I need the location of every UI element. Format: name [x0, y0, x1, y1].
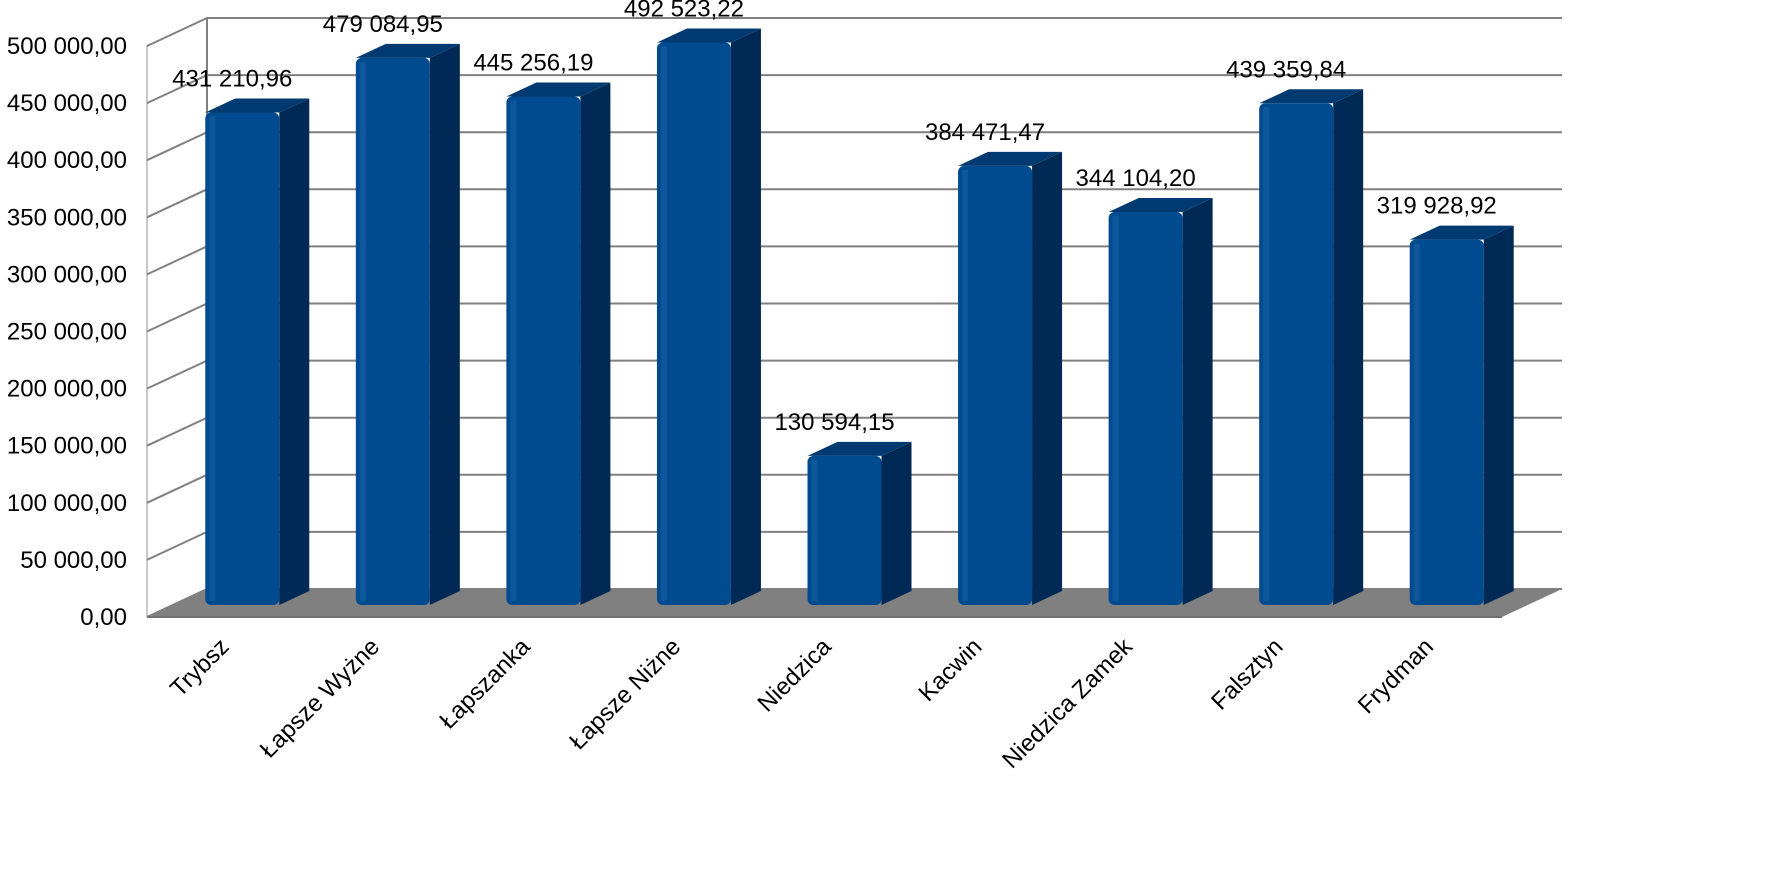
bar-top — [506, 82, 611, 97]
y-tick-label: 200 000,00 — [7, 376, 127, 403]
y-tick-label: 350 000,00 — [7, 204, 127, 231]
data-label: 492 523,22 — [624, 0, 744, 23]
bar-side — [1333, 89, 1364, 606]
x-tick-label: Łapsze Wyżne — [255, 633, 385, 763]
x-tick-label: Falsztyn — [1206, 633, 1288, 715]
y-tick-label: 0,00 — [80, 604, 127, 631]
bar-top — [355, 43, 460, 58]
bar-highlight — [811, 459, 818, 601]
x-tick-label: Łapsze Niżne — [564, 633, 686, 755]
bar-top — [1259, 89, 1364, 104]
bar-top — [958, 151, 1063, 166]
bar-front — [807, 455, 882, 605]
y-axis: 0,00 50 000,00 100 000,00 150 000,00 200 000… — [7, 33, 127, 631]
bar — [807, 441, 912, 605]
bar-front — [656, 42, 731, 606]
y-tick-label: 50 000,00 — [20, 547, 127, 574]
bar-front — [958, 165, 1033, 605]
bar — [1409, 225, 1514, 605]
y-tick-label: 250 000,00 — [7, 319, 127, 346]
bar — [205, 98, 310, 606]
bar-side — [1182, 198, 1213, 605]
x-tick-label: Łapszanka — [434, 633, 536, 735]
data-label: 130 594,15 — [774, 409, 894, 436]
bar-highlight — [1413, 243, 1420, 601]
y-tick-label: 500 000,00 — [7, 33, 127, 60]
bar-top — [1409, 225, 1514, 240]
x-axis: Trybsz Łapsze Wyżne Łapszanka Łapsze Niżne N… — [165, 632, 1439, 773]
x-tick-label: Niedzica — [753, 633, 838, 718]
bar-top — [656, 28, 761, 43]
bar — [958, 151, 1063, 605]
bar-side — [279, 98, 310, 606]
bar-highlight — [510, 100, 517, 602]
bar — [1259, 89, 1364, 606]
data-label: 479 084,95 — [323, 11, 443, 38]
bar-side — [1032, 151, 1063, 605]
bar — [1108, 198, 1213, 605]
data-label: 344 104,20 — [1076, 165, 1196, 192]
bar — [355, 43, 460, 605]
bar-highlight — [1263, 107, 1270, 601]
x-tick-label: Niedzica Zamek — [997, 632, 1138, 773]
data-label: 384 471,47 — [925, 119, 1045, 146]
bar-highlight — [359, 61, 366, 601]
bar-side — [429, 43, 460, 605]
bar-top — [205, 98, 310, 113]
bar-front — [1259, 103, 1334, 605]
bar-side — [881, 441, 912, 605]
bar-top — [807, 441, 912, 456]
y-tick-label: 450 000,00 — [7, 90, 127, 117]
y-tick-label: 150 000,00 — [7, 433, 127, 460]
bar-highlight — [660, 46, 667, 602]
bar-side — [1483, 225, 1514, 605]
bar-top — [1108, 198, 1213, 213]
y-tick-label: 400 000,00 — [7, 147, 127, 174]
bar-highlight — [962, 169, 969, 601]
y-tick-label: 100 000,00 — [7, 490, 127, 517]
data-label: 431 210,96 — [172, 66, 292, 93]
bar-highlight — [209, 116, 216, 602]
data-label: 319 928,92 — [1377, 193, 1497, 220]
bar-front — [1409, 239, 1484, 605]
bar — [506, 82, 611, 606]
bar-front — [355, 57, 430, 605]
bar-front — [205, 112, 280, 606]
bar — [656, 28, 761, 606]
bar-front — [1108, 212, 1183, 605]
x-tick-label: Kacwin — [913, 633, 987, 707]
bars — [205, 28, 1514, 606]
x-tick-label: Frydman — [1353, 633, 1439, 719]
bar-side — [580, 82, 611, 605]
y-tick-label: 300 000,00 — [7, 261, 127, 288]
data-label: 445 256,19 — [473, 50, 593, 77]
gridline — [146, 74, 1562, 105]
bar-front — [506, 96, 581, 606]
x-tick-label: Trybsz — [165, 633, 234, 702]
gridline — [146, 17, 1562, 47]
data-label: 439 359,84 — [1226, 56, 1346, 83]
bar-highlight — [1112, 216, 1119, 601]
bar-side — [730, 28, 761, 606]
data-labels: 431 210,96 479 084,95 445 256,19 492 523,22… — [172, 0, 1497, 436]
